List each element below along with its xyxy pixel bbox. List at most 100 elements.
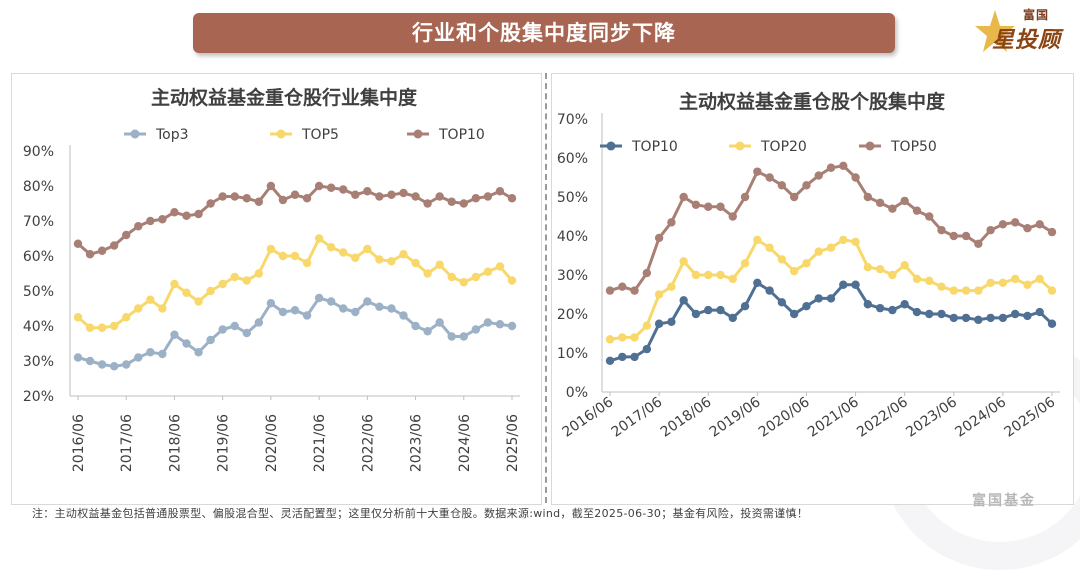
data-point-top50 (826, 163, 836, 172)
data-point-top10 (814, 294, 823, 303)
data-point-top50 (654, 233, 664, 243)
data-point-top3 (435, 318, 444, 327)
data-point-top10 (218, 192, 227, 201)
data-point-top10 (642, 344, 652, 354)
legend-swatch-marker (413, 129, 423, 139)
data-point-top10 (863, 300, 873, 309)
data-point-top10 (411, 192, 420, 201)
data-point-top20 (777, 255, 787, 264)
data-point-top5 (375, 255, 384, 264)
data-point-top10 (302, 194, 312, 203)
y-tick-label: 90% (23, 144, 54, 160)
data-point-top10 (691, 309, 701, 319)
data-point-top3 (97, 360, 107, 369)
x-tick-label: 2024/06 (952, 394, 1009, 441)
y-tick-label: 60% (23, 249, 54, 265)
y-tick-label: 70% (23, 214, 54, 230)
x-tick-label: 2019/06 (216, 414, 232, 472)
data-point-top20 (679, 257, 688, 266)
data-point-top3 (109, 362, 119, 371)
data-point-top3 (278, 307, 288, 317)
data-point-top5 (423, 269, 432, 278)
data-point-top10 (728, 313, 737, 323)
data-point-top50 (765, 173, 774, 182)
data-point-top10 (704, 305, 713, 315)
x-tick-label: 2023/06 (409, 414, 425, 472)
data-point-top10 (375, 192, 384, 201)
data-point-top20 (912, 274, 922, 284)
data-point-top10 (826, 294, 836, 303)
data-point-top50 (888, 204, 897, 213)
data-point-top3 (459, 332, 468, 341)
data-point-top20 (974, 286, 983, 295)
logo-sub-text: 富国 (1023, 8, 1050, 22)
data-point-top50 (851, 173, 860, 182)
brand-logo (975, 4, 1075, 56)
data-point-top3 (363, 297, 372, 306)
data-point-top5 (158, 304, 167, 313)
data-point-top20 (863, 263, 873, 272)
data-point-top3 (218, 325, 227, 334)
data-point-top10 (753, 278, 762, 287)
data-point-top10 (483, 192, 493, 201)
data-point-top50 (925, 212, 934, 221)
data-point-top50 (1047, 227, 1057, 237)
data-point-top10 (1023, 311, 1032, 321)
data-point-top50 (618, 282, 627, 291)
data-point-top5 (109, 321, 119, 331)
data-point-top5 (254, 269, 264, 278)
data-point-top10 (97, 246, 107, 255)
data-point-top10 (206, 199, 215, 208)
data-point-top50 (1010, 218, 1020, 227)
data-point-top20 (986, 278, 995, 287)
chart-title: 主动权益基金重仓股行业集中度 (151, 86, 418, 109)
logo-main-text: 星投顾 (992, 28, 1062, 53)
data-point-top10 (158, 215, 167, 224)
data-point-top3 (290, 306, 300, 315)
data-point-top10 (875, 303, 885, 313)
y-tick-label: 40% (557, 229, 588, 245)
data-point-top3 (326, 297, 336, 306)
data-point-top10 (230, 192, 239, 201)
data-point-top20 (1047, 286, 1057, 295)
data-point-top5 (290, 251, 300, 261)
data-point-top10 (1047, 319, 1057, 328)
data-point-top5 (483, 267, 493, 276)
legend-label: TOP10 (631, 139, 678, 155)
data-point-top20 (949, 286, 958, 295)
data-point-top10 (326, 183, 336, 192)
data-point-top10 (765, 286, 774, 295)
data-point-top3 (483, 318, 493, 327)
data-point-top20 (753, 235, 762, 245)
data-point-top10 (85, 250, 95, 259)
data-point-top50 (839, 161, 848, 170)
x-tick-label: 2022/06 (360, 414, 376, 472)
data-point-top3 (206, 335, 215, 345)
x-tick-label: 2016/06 (559, 394, 616, 441)
data-point-top50 (937, 225, 946, 235)
data-point-top20 (875, 264, 885, 274)
data-point-top50 (974, 239, 983, 248)
data-point-top5 (387, 257, 396, 266)
data-point-top3 (266, 299, 276, 308)
y-tick-label: 20% (557, 307, 588, 323)
banner-title: 行业和个股集中度同步下降 (193, 13, 895, 53)
data-point-top5 (182, 288, 191, 297)
data-point-top5 (495, 262, 505, 271)
data-point-top5 (206, 286, 215, 296)
legend-label: TOP10 (438, 127, 485, 143)
data-point-top10 (777, 298, 787, 307)
data-point-top50 (605, 286, 615, 295)
y-tick-label: 30% (557, 268, 588, 284)
data-point-top20 (925, 276, 934, 286)
data-point-top20 (888, 270, 897, 280)
data-point-top10 (387, 190, 396, 199)
data-point-top3 (387, 304, 396, 313)
industry-concentration-panel: 主动权益基金重仓股行业集中度 20% 30% 40% 50% 60% 70% 80% 90% 20… (11, 73, 542, 505)
data-point-top3 (182, 339, 191, 348)
data-point-top20 (839, 235, 848, 245)
chart-title: 主动权益基金重仓股个股集中度 (679, 90, 946, 113)
x-tick-label: 2022/06 (854, 394, 911, 441)
data-point-top10 (459, 199, 468, 208)
data-point-top10 (339, 185, 348, 194)
